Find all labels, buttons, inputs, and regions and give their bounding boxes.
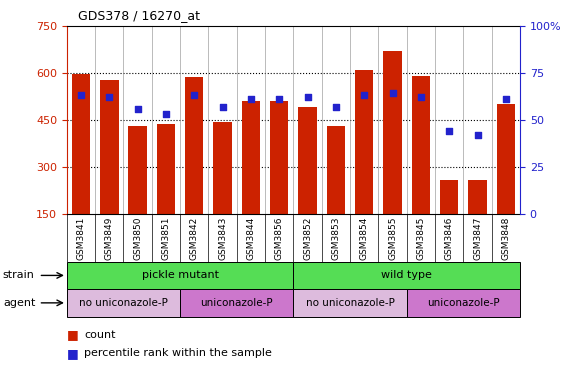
Point: [360, 93, 369, 98]
Text: GSM3842: GSM3842: [190, 217, 199, 260]
Text: GSM3843: GSM3843: [218, 217, 227, 260]
Bar: [293, 262, 520, 289]
Text: GSM3841: GSM3841: [77, 217, 85, 260]
Bar: [440, 180, 458, 214]
Point: [162, 111, 171, 117]
Text: GSM3852: GSM3852: [303, 217, 312, 260]
Bar: [67, 262, 293, 289]
Text: GSM3853: GSM3853: [331, 217, 340, 260]
Text: GSM3849: GSM3849: [105, 217, 114, 260]
Text: GSM3845: GSM3845: [417, 217, 425, 260]
Bar: [185, 76, 203, 214]
Text: GSM3854: GSM3854: [360, 217, 369, 260]
Text: GSM3850: GSM3850: [133, 217, 142, 260]
Bar: [128, 126, 147, 214]
Point: [444, 128, 454, 134]
Text: GSM3848: GSM3848: [501, 217, 510, 260]
Bar: [213, 122, 232, 214]
Text: count: count: [84, 330, 116, 340]
Bar: [293, 289, 407, 317]
Bar: [100, 80, 119, 214]
Point: [76, 93, 85, 98]
Point: [473, 132, 482, 138]
Text: pickle mutant: pickle mutant: [142, 270, 218, 280]
Bar: [242, 101, 260, 214]
Text: percentile rank within the sample: percentile rank within the sample: [84, 348, 272, 358]
Text: GSM3856: GSM3856: [275, 217, 284, 260]
Text: uniconazole-P: uniconazole-P: [427, 298, 500, 308]
Point: [189, 93, 199, 98]
Bar: [157, 124, 175, 214]
Bar: [407, 289, 520, 317]
Text: wild type: wild type: [381, 270, 432, 280]
Point: [133, 106, 142, 112]
Point: [218, 104, 227, 109]
Bar: [180, 289, 293, 317]
Text: no uniconazole-P: no uniconazole-P: [306, 298, 394, 308]
Point: [331, 104, 340, 109]
Point: [105, 94, 114, 100]
Text: ■: ■: [67, 347, 78, 360]
Bar: [497, 104, 515, 214]
Bar: [355, 70, 374, 214]
Bar: [270, 101, 288, 214]
Text: GSM3844: GSM3844: [246, 217, 256, 260]
Point: [388, 90, 397, 96]
Text: no uniconazole-P: no uniconazole-P: [79, 298, 168, 308]
Point: [416, 94, 425, 100]
Bar: [67, 289, 180, 317]
Text: ■: ■: [67, 328, 78, 341]
Text: GDS378 / 16270_at: GDS378 / 16270_at: [78, 9, 200, 22]
Bar: [468, 180, 487, 214]
Bar: [327, 126, 345, 214]
Text: GSM3851: GSM3851: [162, 217, 170, 260]
Text: uniconazole-P: uniconazole-P: [200, 298, 273, 308]
Point: [275, 96, 284, 102]
Point: [303, 94, 312, 100]
Text: GSM3847: GSM3847: [473, 217, 482, 260]
Point: [246, 96, 256, 102]
Text: agent: agent: [3, 298, 35, 308]
Point: [501, 96, 511, 102]
Text: GSM3846: GSM3846: [444, 217, 454, 260]
Bar: [299, 107, 317, 214]
Bar: [383, 51, 401, 214]
Text: GSM3855: GSM3855: [388, 217, 397, 260]
Text: strain: strain: [3, 270, 35, 280]
Bar: [412, 76, 430, 214]
Bar: [72, 74, 90, 214]
